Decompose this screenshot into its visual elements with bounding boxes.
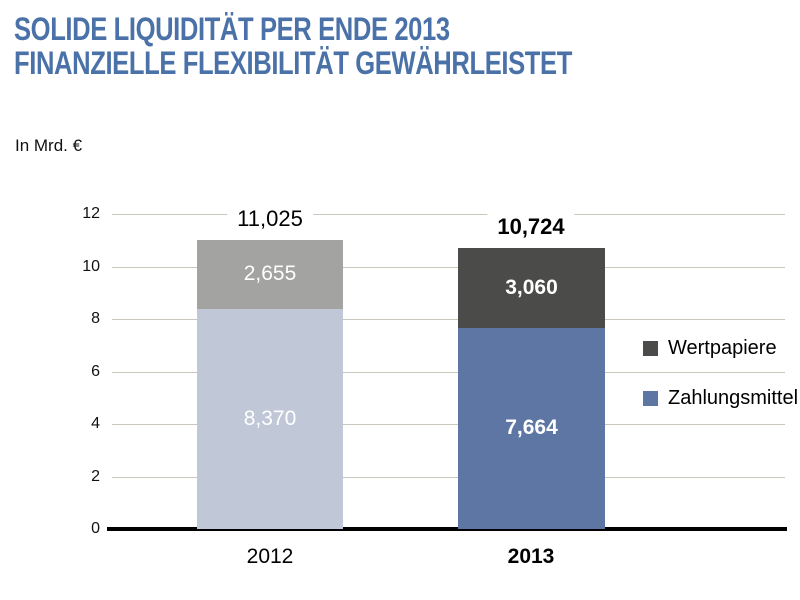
- y-tick-label-12: 12: [82, 205, 100, 222]
- gridline-4: [112, 424, 785, 425]
- y-tick-label-4: 4: [91, 415, 100, 432]
- bar-2012-segment-zahlungsmittel: 8,370: [197, 309, 343, 529]
- gridline-12: [112, 214, 785, 215]
- legend-item-wertpapiere: Wertpapiere: [643, 337, 777, 360]
- gridline-10: [112, 266, 785, 268]
- x-axis-line: [107, 527, 787, 531]
- wertpapiere-swatch-icon: [643, 341, 658, 356]
- legend-label-wertpapiere: Wertpapiere: [668, 337, 777, 359]
- bar-2012-wertpapiere-value: 2,655: [243, 262, 297, 286]
- total-label-2013: 10,724: [487, 213, 575, 240]
- x-axis-label-2012: 2012: [246, 545, 294, 568]
- chart-title-line2: FINANZIELLE FLEXIBILITÄT GEWÄHRLEISTET: [14, 45, 572, 81]
- y-tick-label-2: 2: [91, 467, 100, 485]
- legend-label-zahlungsmittel: Zahlungsmittel: [668, 387, 799, 409]
- unit-label: In Mrd. €: [15, 136, 83, 155]
- bar-2012: 8,370 2,655: [197, 239, 343, 529]
- bar-2012-segment-wertpapiere: 2,655: [197, 239, 343, 310]
- bar-2012-zahlungsmittel-value: 8,370: [243, 407, 297, 431]
- gridline-6: [112, 371, 785, 373]
- gridline-2: [112, 476, 785, 478]
- gridline-8: [112, 319, 785, 320]
- bar-2013: 7,664 3,060: [458, 247, 605, 529]
- x-axis-label-2013: 2013: [507, 545, 555, 568]
- bar-2013-zahlungsmittel-value: 7,664: [505, 416, 558, 440]
- y-tick-label-0: 0: [91, 520, 100, 537]
- bar-2013-segment-zahlungsmittel: 7,664: [458, 327, 605, 529]
- bar-2013-segment-wertpapiere: 3,060: [458, 247, 605, 328]
- total-label-2012: 11,025: [227, 205, 313, 232]
- zahlungsmittel-swatch-icon: [643, 391, 658, 406]
- y-tick-label-6: 6: [91, 362, 100, 380]
- chart-title-line1: SOLIDE LIQUIDITÄT PER ENDE 2013: [14, 11, 450, 47]
- legend-item-zahlungsmittel: Zahlungsmittel: [643, 387, 798, 410]
- y-tick-label-10: 10: [82, 257, 100, 275]
- chart-title: SOLIDE LIQUIDITÄT PER ENDE 2013 FINANZIE…: [14, 12, 572, 80]
- y-tick-label-8: 8: [91, 310, 100, 327]
- bar-2013-wertpapiere-value: 3,060: [505, 275, 558, 299]
